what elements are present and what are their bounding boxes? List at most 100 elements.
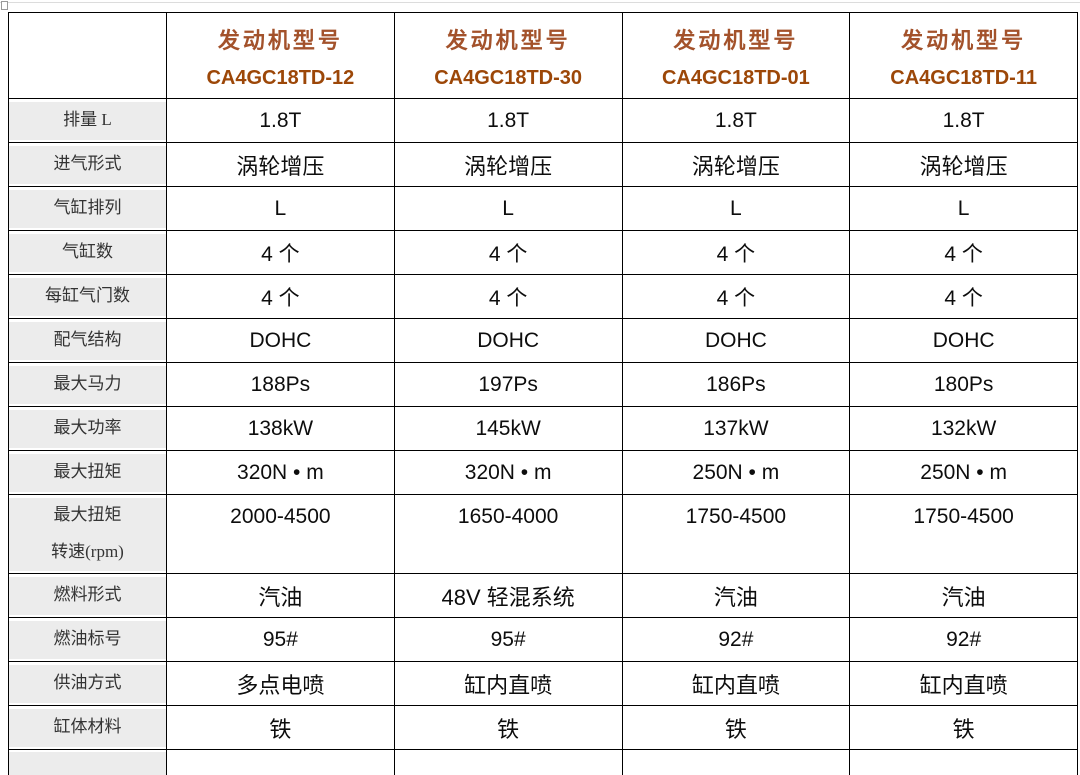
value-cell: 4 个 [849,230,1078,275]
value-cell: 4 个 [621,274,851,319]
row-label-cell: 燃料形式 [8,573,167,618]
header-title: 发动机型号 [901,28,1027,53]
value-cell: 涡轮增压 [621,142,851,187]
row-label: 每缸气门数 [9,277,166,316]
row-label-cell: 最大功率 [8,406,167,451]
value-cell: 涡轮增压 [166,142,395,187]
window-top-edge [0,2,1080,3]
value-cell [166,749,395,775]
value-cell: 4 个 [621,230,851,275]
value-cell: L [393,186,623,231]
value-cell: 涡轮增压 [393,142,623,187]
value-cell: 4 个 [393,230,623,275]
value-cell: DOHC [393,318,623,363]
value-cell: 1.8T [393,98,623,143]
table-row: 气缸数 4 个 4 个 4 个 4 个 [8,230,1078,275]
row-label-cell [8,749,167,775]
row-label: 排量 L [9,101,166,140]
value-cell: DOHC [849,318,1078,363]
value-cell: 1750-4500 [621,494,851,574]
row-label: 气缸排列 [9,189,166,228]
table-row: 最大扭矩 320N • m 320N • m 250N • m 250N • m [8,450,1078,495]
table-row [8,749,1078,775]
header-title: 发动机型号 [217,28,343,53]
row-label: 进气形式 [9,145,166,184]
value-cell: 4 个 [166,230,395,275]
value-cell: 95# [393,617,623,662]
table-selection-handle-icon[interactable] [1,1,8,10]
table-row: 进气形式 涡轮增压 涡轮增压 涡轮增压 涡轮增压 [8,142,1078,187]
header-title: 发动机型号 [445,28,571,53]
row-label: 气缸数 [9,233,166,272]
value-cell: 铁 [166,705,395,750]
value-cell: 1.8T [621,98,851,143]
header-cell-model-1: 发动机型号 CA4GC18TD-12 [166,12,395,99]
value-cell: 197Ps [393,362,623,407]
value-cell: 4 个 [393,274,623,319]
value-cell: 1.8T [849,98,1078,143]
row-label: 燃油标号 [9,620,166,659]
value-cell: 180Ps [849,362,1078,407]
table-row: 最大扭矩 转速(rpm) 2000-4500 1650-4000 1750-45… [8,494,1078,574]
row-label-cell: 最大扭矩 转速(rpm) [8,494,167,574]
row-label-cell: 气缸数 [8,230,167,275]
value-cell: 250N • m [849,450,1078,495]
table-row: 最大功率 138kW 145kW 137kW 132kW [8,406,1078,451]
row-label-cell: 每缸气门数 [8,274,167,319]
value-cell: 92# [621,617,851,662]
header-model-number: CA4GC18TD-11 [890,67,1037,89]
row-label: 燃料形式 [9,576,166,615]
value-cell: 汽油 [166,573,395,618]
value-cell: 4 个 [166,274,395,319]
row-label-cell: 最大马力 [8,362,167,407]
row-label-cell: 供油方式 [8,661,167,706]
value-cell: L [621,186,851,231]
value-cell [621,749,851,775]
row-label-cell: 气缸排列 [8,186,167,231]
value-cell: 铁 [849,705,1078,750]
table-row: 气缸排列 L L L L [8,186,1078,231]
row-label-cell: 进气形式 [8,142,167,187]
header-cell-model-3: 发动机型号 CA4GC18TD-01 [621,12,851,99]
value-cell: 2000-4500 [166,494,395,574]
header-title: 发动机型号 [673,28,799,53]
table-row: 供油方式 多点电喷 缸内直喷 缸内直喷 缸内直喷 [8,661,1078,706]
value-cell: 1750-4500 [849,494,1078,574]
row-label: 缸体材料 [9,708,166,747]
value-cell: 缸内直喷 [393,661,623,706]
value-cell: 4 个 [849,274,1078,319]
value-cell: 137kW [621,406,851,451]
row-label: 最大马力 [9,365,166,404]
value-cell: DOHC [166,318,395,363]
row-label-cell: 排量 L [8,98,167,143]
row-label: 供油方式 [9,664,166,703]
table-row: 配气结构 DOHC DOHC DOHC DOHC [8,318,1078,363]
value-cell [393,749,623,775]
engine-spec-table: 发动机型号 CA4GC18TD-12 发动机型号 CA4GC18TD-30 发动… [8,12,1078,775]
header-cell-model-4: 发动机型号 CA4GC18TD-11 [849,12,1078,99]
value-cell: 95# [166,617,395,662]
row-label: 配气结构 [9,321,166,360]
value-cell: 缸内直喷 [849,661,1078,706]
row-label-cell: 最大扭矩 [8,450,167,495]
row-label: 最大功率 [9,409,166,448]
header-empty-cell [8,12,167,99]
value-cell: 186Ps [621,362,851,407]
value-cell: L [166,186,395,231]
header-row: 发动机型号 CA4GC18TD-12 发动机型号 CA4GC18TD-30 发动… [8,12,1078,99]
value-cell: 145kW [393,406,623,451]
table-row: 燃油标号 95# 95# 92# 92# [8,617,1078,662]
value-cell: 缸内直喷 [621,661,851,706]
value-cell: 48V 轻混系统 [393,573,623,618]
table-row: 排量 L 1.8T 1.8T 1.8T 1.8T [8,98,1078,143]
row-label: 最大扭矩 转速(rpm) [9,497,166,571]
table-row: 燃料形式 汽油 48V 轻混系统 汽油 汽油 [8,573,1078,618]
row-label-cell: 配气结构 [8,318,167,363]
value-cell: 250N • m [621,450,851,495]
value-cell: 320N • m [393,450,623,495]
header-model-number: CA4GC18TD-01 [661,67,810,89]
value-cell: 188Ps [166,362,395,407]
header-model-number: CA4GC18TD-30 [434,67,583,89]
row-label: 最大扭矩 [9,453,166,492]
